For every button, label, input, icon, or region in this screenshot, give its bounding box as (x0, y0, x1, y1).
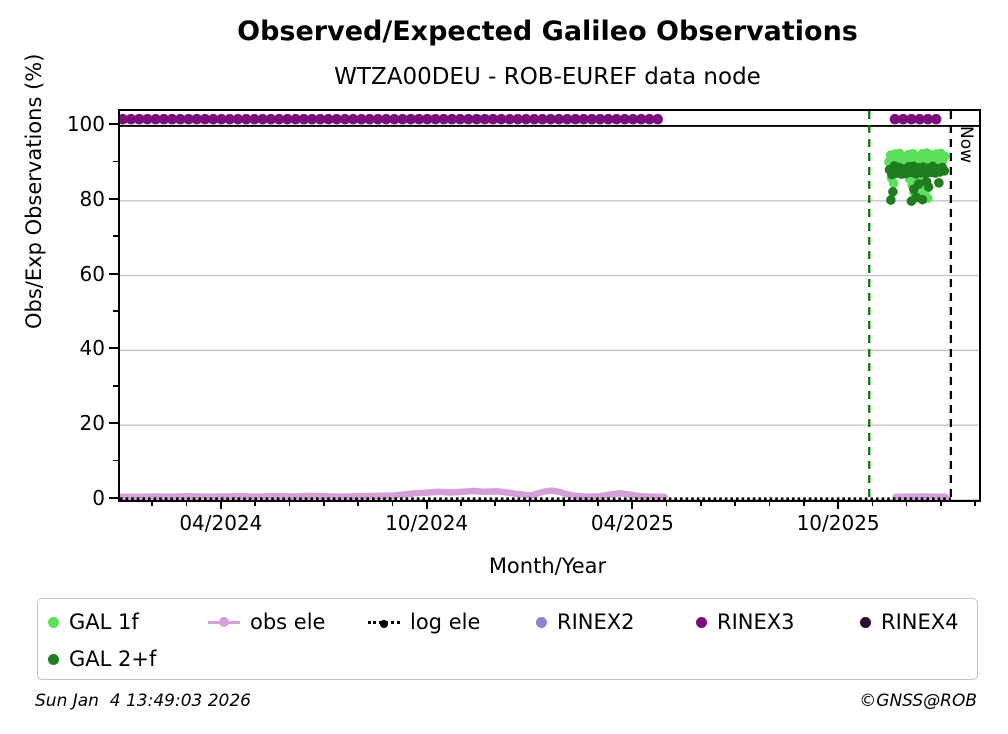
y-tick-label: 80 (79, 186, 105, 211)
legend-label: obs ele (250, 610, 326, 634)
log-ele-marker-icon (368, 619, 400, 628)
x-minor-tick (185, 500, 188, 506)
legend-label: RINEX4 (881, 610, 959, 634)
x-minor-tick (254, 500, 256, 506)
legend-label: GAL 2+f (69, 647, 157, 671)
plot-timestamp: Sun Jan 4 13:49:03 2026 (35, 691, 251, 711)
x-minor-tick (288, 500, 291, 506)
copyright: ©GNSS@ROB (859, 691, 977, 711)
x-minor-tick (151, 500, 154, 506)
gal-2f-marker-icon (48, 653, 59, 665)
x-minor-tick (905, 500, 908, 506)
legend: GAL 1f obs ele log ele RINEX2 RINEX3 RIN… (37, 598, 978, 680)
x-minor-tick (460, 500, 462, 506)
legend-item-rinex4: RINEX4 (860, 606, 959, 638)
legend-item-obs-ele: obs ele (208, 606, 325, 638)
y-tick (109, 272, 118, 275)
x-minor-tick (322, 500, 325, 506)
y-minor-tick (113, 310, 118, 312)
x-minor-tick (391, 500, 394, 506)
gal-1f-marker-icon (48, 616, 59, 628)
y-axis-label: Obs/Exp Observations (%) (22, 53, 46, 329)
y-minor-tick (113, 459, 118, 462)
legend-item-rinex2: RINEX2 (536, 606, 635, 638)
x-tick-label: 10/2024 (385, 511, 469, 535)
y-tick (109, 347, 118, 350)
x-tick-label: 10/2025 (796, 511, 880, 535)
x-minor-tick (597, 500, 599, 506)
x-minor-tick (700, 500, 702, 506)
x-tick-label: 04/2025 (590, 511, 674, 535)
x-tick (837, 500, 840, 509)
legend-item-log-ele: log ele (368, 606, 480, 638)
y-minor-tick (113, 384, 118, 387)
x-minor-tick (357, 500, 359, 506)
series-rinex3 (120, 113, 942, 125)
obs-ele-marker-icon (208, 617, 240, 627)
rinex3-marker-icon (696, 616, 707, 628)
legend-label: RINEX2 (557, 610, 635, 634)
legend-label: GAL 1f (69, 610, 139, 634)
y-tick-label: 60 (79, 261, 105, 286)
y-tick (109, 497, 118, 499)
plot-area (118, 109, 981, 502)
x-minor-tick (803, 500, 805, 506)
y-tick (109, 197, 118, 200)
x-tick (219, 500, 222, 509)
series-gal-2-f (884, 161, 950, 206)
plot-canvas (120, 111, 979, 500)
y-minor-tick (113, 235, 118, 237)
x-minor-tick (940, 500, 942, 506)
series-obs-ele (120, 487, 949, 500)
y-tick-label: 0 (92, 486, 105, 510)
x-tick (631, 500, 634, 509)
x-minor-tick (562, 500, 565, 506)
x-tick (425, 500, 428, 509)
y-tick (109, 422, 118, 425)
y-tick (109, 122, 118, 125)
x-minor-tick (871, 500, 874, 506)
x-minor-tick (665, 500, 668, 506)
legend-item-gal-1f: GAL 1f (48, 606, 139, 638)
legend-label: RINEX3 (717, 610, 795, 634)
legend-label: log ele (410, 610, 481, 634)
x-minor-tick (528, 500, 531, 506)
rinex4-marker-icon (860, 616, 871, 628)
chart-title: Observed/Expected Galileo Observations (237, 16, 858, 47)
y-tick-label: 20 (79, 411, 105, 436)
x-axis-label: Month/Year (488, 554, 607, 578)
x-minor-tick (768, 500, 771, 506)
x-tick-label: 04/2024 (179, 511, 263, 535)
legend-item-rinex3: RINEX3 (696, 606, 795, 638)
chart-subtitle: WTZA00DEU - ROB-EUREF data node (334, 64, 761, 90)
y-tick-label: 40 (79, 336, 105, 361)
x-minor-tick (494, 500, 496, 506)
legend-item-gal-2f: GAL 2+f (48, 643, 156, 675)
now-label: Now (956, 126, 976, 164)
x-minor-tick (974, 500, 977, 506)
x-minor-tick (734, 500, 737, 506)
rinex2-marker-icon (536, 616, 547, 628)
y-tick-label: 100 (66, 111, 105, 136)
y-minor-tick (113, 160, 118, 163)
